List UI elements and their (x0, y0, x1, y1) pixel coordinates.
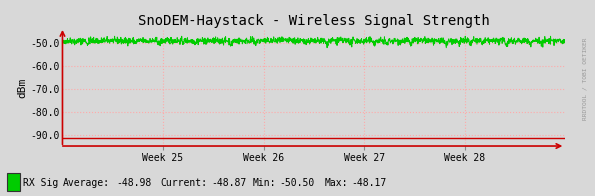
Text: -48.98: -48.98 (116, 178, 151, 188)
Text: RX Sig: RX Sig (23, 178, 58, 188)
Text: Current:: Current: (161, 178, 208, 188)
Y-axis label: dBm: dBm (17, 78, 27, 98)
Text: -48.87: -48.87 (211, 178, 246, 188)
Text: Average:: Average: (62, 178, 109, 188)
Text: RRDTOOL / TOBI OETIKER: RRDTOOL / TOBI OETIKER (583, 37, 587, 120)
Text: Min:: Min: (253, 178, 276, 188)
Title: SnoDEM-Haystack - Wireless Signal Strength: SnoDEM-Haystack - Wireless Signal Streng… (138, 14, 490, 28)
Text: -50.50: -50.50 (280, 178, 315, 188)
Text: Max:: Max: (324, 178, 347, 188)
Text: -48.17: -48.17 (351, 178, 386, 188)
